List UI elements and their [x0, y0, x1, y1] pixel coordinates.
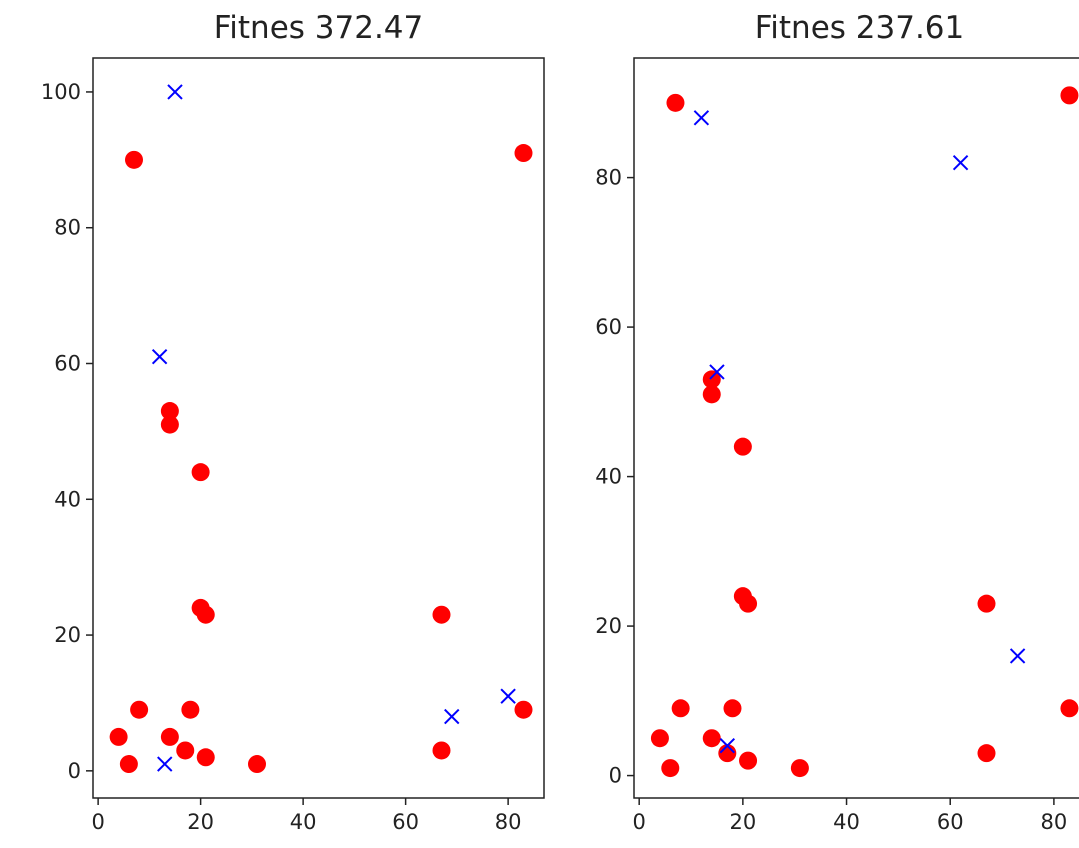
subplot-right-x-tick-label: 40: [833, 810, 860, 834]
subplot-right-y-tick-label: 80: [595, 166, 622, 190]
subplot-right-red-circle-point: [702, 385, 721, 404]
subplot-left-red-circle-point: [432, 741, 451, 760]
subplot-left-red-circle-point: [160, 727, 179, 746]
subplot-left-y-tick-label: 20: [54, 623, 81, 647]
subplot-right-red-circle-point: [702, 729, 721, 748]
subplot-right-y-tick-label: 0: [609, 764, 622, 788]
subplot-left: Fitnes 372.47 0 20 40 60 80 0 20 40 60 80 100: [41, 10, 545, 834]
subplot-left-blue-x-point: [500, 688, 516, 704]
subplot-left-red-circle-point: [176, 741, 195, 760]
subplot-right-red-circle-point: [671, 699, 690, 718]
subplot-left-blue-x-point: [151, 349, 168, 365]
subplot-right-red-circle-point: [723, 699, 742, 718]
subplot-left-blue-x-point: [157, 756, 173, 772]
subplot-left-x-tick-label: 60: [392, 810, 419, 834]
subplot-left-x-tick-label: 80: [495, 810, 522, 834]
subplot-right-red-circle-point: [739, 751, 758, 770]
subplot-right-x-tick-label: 80: [1041, 810, 1068, 834]
subplot-left-red-circle-point: [196, 748, 215, 767]
subplot-right-red-circle-point: [718, 744, 737, 763]
subplot-right-y-tick-label: 40: [595, 465, 622, 489]
subplot-right-red-circle-point: [666, 93, 685, 112]
subplot-right-red-circle-point: [650, 729, 669, 748]
subplot-right-title: Fitnes 237.61: [755, 10, 965, 46]
subplot-right-red-circle-point: [661, 759, 680, 778]
subplot-right-red-circle-point: [1060, 699, 1079, 718]
subplot-right-axes-frame: [633, 57, 1079, 799]
subplot-left-red-circle-point: [196, 605, 215, 624]
subplot-left-red-circle-point: [514, 700, 533, 719]
subplot-right-red-circle-point: [977, 594, 996, 613]
subplot-left-red-circle-point: [130, 700, 149, 719]
subplot-left-axes-frame: [92, 57, 545, 799]
subplot-right-blue-x-point: [952, 154, 969, 171]
subplot-right-x-tick-label: 0: [632, 810, 645, 834]
subplot-left-red-circle-point: [119, 755, 138, 774]
subplot-right-red-circle-point: [977, 744, 996, 763]
subplot-left-red-circle-point: [181, 700, 200, 719]
subplot-right-red-circle-point: [790, 759, 809, 778]
subplot-left-red-circle-point: [432, 605, 451, 624]
subplot-right-y-tick-label: 60: [595, 315, 622, 339]
subplot-right-blue-x-point: [709, 364, 725, 380]
subplot-left-y-tick-label: 60: [54, 352, 81, 376]
subplot-left-y-tick-label: 80: [54, 216, 81, 240]
subplot-left-red-circle-point: [125, 150, 143, 169]
subplot-left-red-circle-point: [160, 402, 179, 421]
subplot-right-y-tick-label: 20: [595, 614, 622, 638]
subplot-left-red-circle-point: [191, 463, 210, 482]
subplot-right-red-circle-point: [733, 437, 752, 456]
subplot-right-blue-x-point: [693, 110, 710, 126]
subplot-right-red-circle-point: [1060, 86, 1079, 105]
subplot-left-red-circle-point: [514, 144, 533, 163]
subplot-right-red-circle-point: [702, 370, 721, 389]
subplot-right: Fitnes 237.61 0 20 40 60 80 0 20 40 60 80: [595, 10, 1079, 834]
subplot-left-y-tick-label: 100: [41, 80, 81, 104]
subplot-left-x-tick-label: 20: [187, 810, 214, 834]
subplot-right-blue-x-point: [719, 737, 736, 754]
subplot-left-red-circle-point: [160, 415, 179, 434]
subplot-right-blue-x-point: [1009, 648, 1026, 664]
subplot-left-y-tick-label: 0: [68, 759, 81, 783]
subplot-right-x-tick-label: 20: [729, 810, 756, 834]
subplot-left-y-tick-label: 40: [54, 487, 81, 511]
subplot-left-x-tick-label: 40: [290, 810, 317, 834]
subplot-left-x-tick-label: 0: [91, 810, 104, 834]
subplot-right-x-tick-label: 60: [937, 810, 964, 834]
subplot-left-blue-x-point: [444, 708, 460, 725]
subplot-left-blue-x-point: [167, 84, 183, 100]
subplot-right-red-circle-point: [739, 594, 758, 613]
subplot-left-red-circle-point: [109, 727, 128, 746]
subplot-left-red-circle-point: [248, 755, 266, 774]
subplot-left-title: Fitnes 372.47: [214, 10, 424, 46]
